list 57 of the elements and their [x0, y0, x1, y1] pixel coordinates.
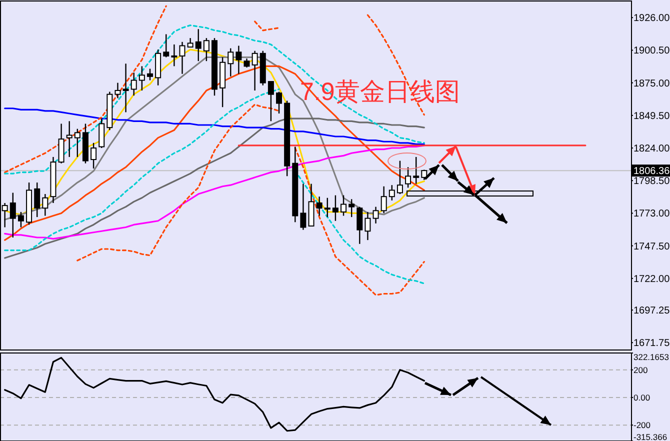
y-tick-label: 322.1653	[634, 352, 670, 362]
candlestick	[58, 123, 64, 164]
candlestick	[356, 206, 363, 244]
y-tick-label: 1926.00	[634, 13, 670, 24]
y-tick-label: 1798.50	[634, 176, 670, 188]
candlestick	[348, 198, 355, 218]
candlestick	[332, 194, 338, 222]
candlestick	[228, 48, 234, 78]
candlestick	[268, 80, 274, 122]
candlestick	[130, 72, 137, 96]
y-tick-label: 1747.50	[634, 241, 670, 252]
y-tick-label: 1697.25	[634, 306, 670, 317]
candlestick	[171, 44, 178, 67]
y-tick-label: 0.00	[634, 392, 650, 402]
y-tick-label: 1722.00	[634, 274, 670, 285]
candlestick	[74, 128, 80, 158]
candlestick	[98, 118, 105, 149]
candlestick	[364, 211, 371, 241]
y-tick-label: 1849.50	[634, 110, 670, 122]
candlestick	[300, 183, 306, 230]
candlestick	[203, 37, 210, 62]
candlestick	[90, 142, 97, 170]
candlestick	[372, 206, 379, 224]
y-tick-label: 1773.00	[634, 208, 670, 220]
candlestick	[42, 193, 48, 216]
candlestick	[34, 182, 40, 218]
y-tick-label: -200	[634, 420, 651, 430]
candlestick	[195, 28, 202, 62]
y-tick-label: 1671.75	[634, 338, 670, 350]
y-tick-label: -315.366	[634, 432, 668, 441]
y-tick-label: 1900.50	[634, 46, 670, 57]
ref-line-label: 1806.36	[634, 166, 670, 178]
candlestick	[66, 120, 72, 158]
candlestick	[252, 50, 258, 92]
candlestick	[388, 184, 395, 202]
y-tick-label: 1824.00	[634, 144, 670, 155]
candlestick	[380, 186, 387, 214]
candlestick	[324, 197, 330, 218]
candlestick	[179, 41, 186, 74]
candlestick	[122, 63, 129, 113]
candlestick	[163, 34, 170, 58]
candlestick	[10, 192, 16, 238]
candlestick	[276, 91, 282, 114]
candlestick	[114, 82, 121, 99]
candlestick	[316, 196, 322, 216]
candlestick	[340, 194, 347, 216]
candlestick	[396, 160, 403, 195]
candlestick	[138, 66, 145, 92]
candlestick	[146, 68, 153, 81]
candlestick	[18, 211, 24, 228]
line-series	[4, 108, 425, 145]
candlestick	[405, 166, 412, 188]
candlestick	[236, 45, 242, 74]
y-tick-label: 1875.00	[634, 78, 670, 90]
y-tick-label: 200	[634, 364, 648, 375]
candlestick	[413, 156, 420, 184]
line-series	[4, 118, 425, 259]
